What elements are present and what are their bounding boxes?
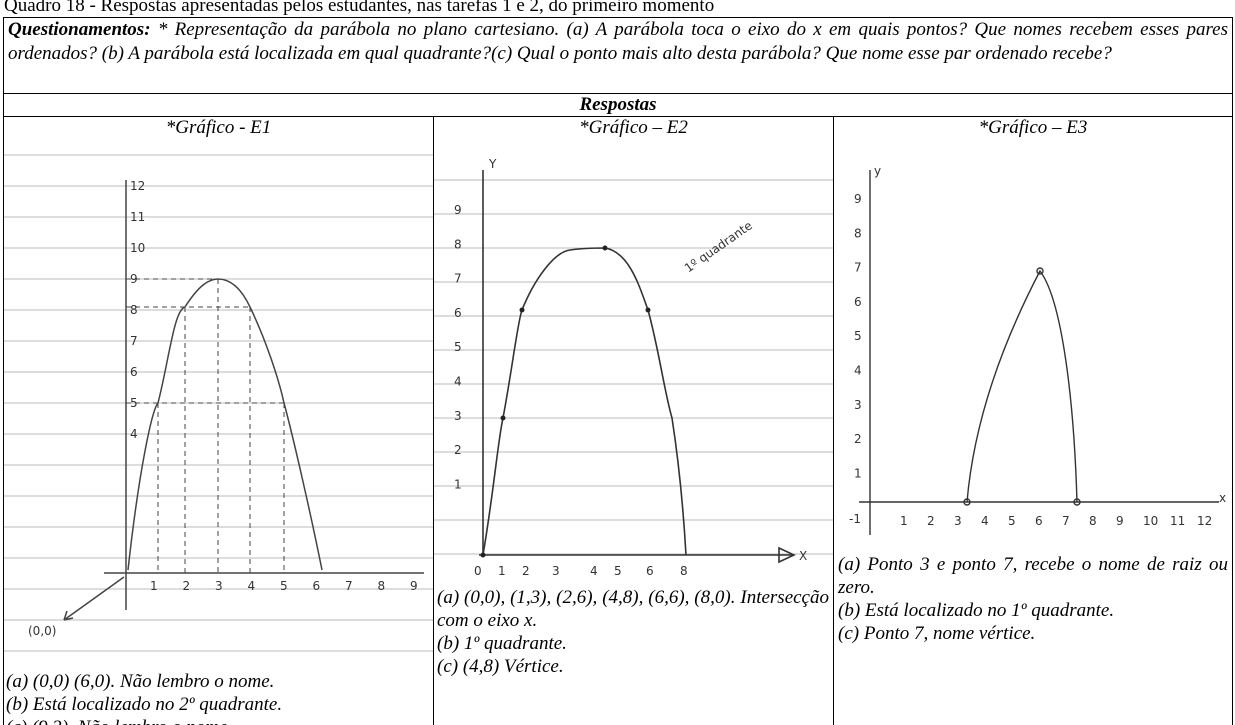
handwritten-label: Y: [488, 157, 497, 171]
answer: (c) (4,8) Vértice.: [437, 656, 564, 677]
col-title: *Gráfico – E2: [579, 117, 688, 138]
handwritten-label: (0,0): [28, 624, 56, 638]
handwritten-label: 8: [130, 303, 138, 317]
handwritten-label: 6: [130, 365, 138, 379]
handwritten-label: 4: [981, 514, 989, 528]
handwritten-label: 2: [183, 579, 191, 593]
col-title: *Gráfico – E3: [978, 117, 1088, 138]
answer: (a) Ponto 3 e ponto 7, recebe o nome de …: [838, 554, 1228, 598]
handwritten-label: y: [874, 164, 881, 178]
handwritten-label: 1: [900, 514, 908, 528]
answers: (a) Ponto 3 e ponto 7, recebe o nome de …: [838, 553, 1228, 645]
handwritten-label: 2: [454, 443, 462, 457]
handwritten-label: 11: [130, 210, 145, 224]
handwritten-label: 4: [130, 427, 138, 441]
handwritten-label: 9: [410, 579, 418, 593]
handwritten-label: 12: [130, 179, 145, 193]
answers: (a) (0,0), (1,3), (2,6), (4,8), (6,6), (…: [437, 586, 829, 678]
answers-header: Respostas: [579, 94, 657, 115]
handwritten-label: 3: [552, 564, 560, 578]
handwritten-label: 6: [854, 295, 862, 309]
handwritten-label: -1: [849, 512, 861, 526]
handwritten-label: 4: [854, 364, 862, 378]
rule: [433, 116, 434, 725]
handwritten-label: 1: [498, 564, 506, 578]
handwritten-label: 6: [313, 579, 321, 593]
rule: [833, 116, 834, 725]
handwritten-label: 10: [130, 241, 145, 255]
handwritten-label: 11: [1170, 514, 1185, 528]
handwritten-label: 1: [854, 466, 862, 480]
handwritten-label: 7: [454, 272, 462, 286]
answer: (b) 1º quadrante.: [437, 633, 567, 654]
answer: (c) Ponto 7, nome vértice.: [838, 623, 1036, 644]
answer: (c) (9,3). Não lembro o nome: [6, 716, 431, 725]
handwritten-label: 9: [130, 272, 138, 286]
handwritten-label: 8: [378, 579, 386, 593]
handwritten-label: 8: [454, 237, 462, 251]
handwritten-label: 8: [1089, 514, 1097, 528]
handwritten-label: 3: [454, 409, 462, 423]
handwritten-label: 12: [1197, 514, 1212, 528]
handwritten-label: 5: [280, 579, 288, 593]
handwritten-label: 5: [130, 396, 138, 410]
table: [3, 17, 1233, 725]
handwritten-label: 9: [854, 192, 862, 206]
handwritten-label: 4: [248, 579, 256, 593]
handwritten-label: 4: [454, 375, 462, 389]
handwritten-label: 3: [215, 579, 223, 593]
caption: Quadro 18 - Respostas apresentadas pelos…: [4, 0, 715, 16]
handwritten-label: 9: [454, 203, 462, 217]
handwritten-label: 7: [854, 261, 862, 275]
handwritten-label: 8: [854, 226, 862, 240]
handwritten-label: 9: [1116, 514, 1124, 528]
handwritten-label: 10: [1143, 514, 1158, 528]
answer: (a) (0,0), (1,3), (2,6), (4,8), (6,6), (…: [437, 587, 829, 631]
question-label: Questionamentos:: [8, 19, 151, 40]
handwritten-label: 2: [522, 564, 530, 578]
handwritten-label: 5: [1008, 514, 1016, 528]
col-title: *Gráfico - E1: [165, 117, 272, 138]
answer: (b) Está localizado no 2º quadrante.: [6, 694, 283, 715]
handwritten-label: 2: [927, 514, 935, 528]
handwritten-label: 8: [680, 564, 688, 578]
handwritten-label: 7: [130, 334, 138, 348]
handwritten-label: x: [1219, 491, 1226, 505]
answer: (b) Está localizado no 1º quadrante.: [838, 600, 1115, 621]
question-text: * Representação da parábola no plano car…: [8, 19, 1229, 64]
rule: [3, 93, 1233, 94]
handwritten-label: 5: [454, 340, 462, 354]
question: Questionamentos: * Representação da pará…: [8, 18, 1228, 66]
handwritten-label: 2: [854, 432, 862, 446]
handwritten-label: 1: [454, 477, 462, 491]
handwritten-label: 6: [646, 564, 654, 578]
answers: (a) (0,0) (6,0). Não lembro o nome. (b) …: [6, 670, 431, 725]
answer: (a) (0,0) (6,0). Não lembro o nome.: [6, 671, 275, 692]
handwritten-label: 5: [854, 329, 862, 343]
graph-image: 9 8 7 6 5 4 3 2 1 0 1 2 3 4 5 6 8 Y X 1º quadrante: [434, 157, 833, 578]
handwritten-label: 6: [1035, 514, 1043, 528]
handwritten-label: 3: [854, 398, 862, 412]
handwritten-label: 0: [474, 564, 482, 578]
handwritten-label: 5: [614, 564, 622, 578]
handwritten-label: 1: [150, 579, 158, 593]
handwritten-label: 3: [954, 514, 962, 528]
handwritten-label: 6: [454, 306, 462, 320]
handwritten-label: 7: [345, 579, 353, 593]
handwritten-label: X: [799, 549, 807, 563]
handwritten-label: 4: [590, 564, 598, 578]
rule: [3, 116, 1233, 117]
handwritten-label: 7: [1062, 514, 1070, 528]
handwritten-label: 1º quadrante: [682, 218, 755, 275]
